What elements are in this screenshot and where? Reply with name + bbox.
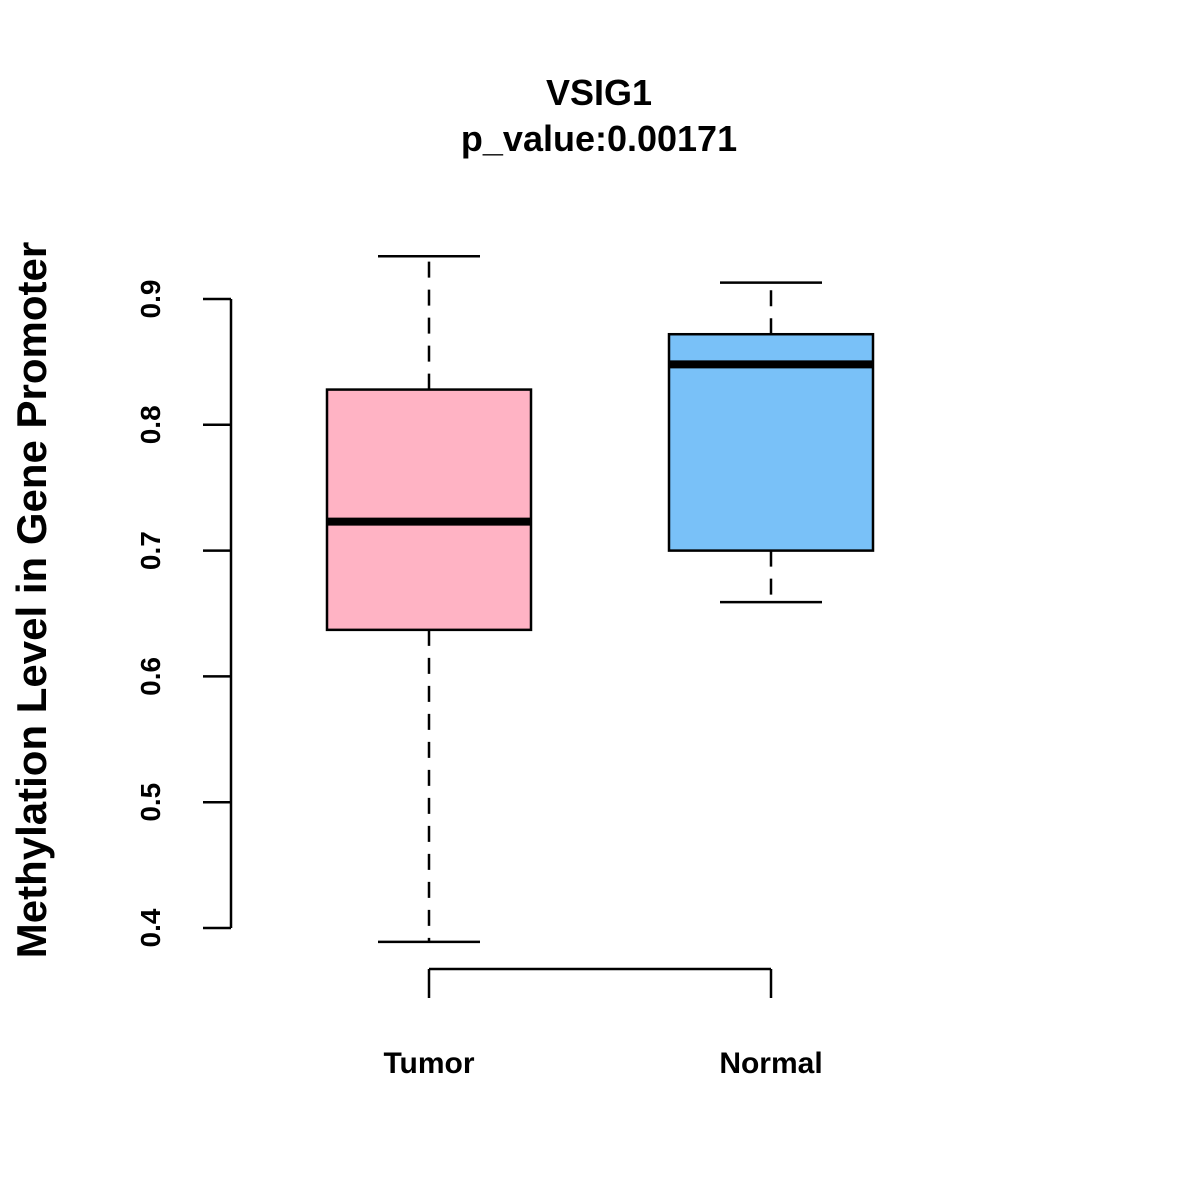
x-tick-label: Normal (719, 1047, 822, 1080)
y-axis-label: Methylation Level in Gene Promoter (8, 242, 55, 958)
boxes (325, 254, 875, 944)
x-tick-label: Tumor (383, 1047, 474, 1080)
chart-subtitle: p_value:0.00171 (461, 118, 737, 159)
y-tick-label: 0.4 (135, 908, 166, 947)
y-tick-label: 0.5 (135, 783, 166, 822)
y-tick-label: 0.9 (135, 280, 166, 319)
x-axis: Tumor Normal (383, 967, 823, 1080)
y-tick-label: 0.8 (135, 405, 166, 444)
y-tick-label: 0.6 (135, 657, 166, 696)
y-axis: 0.4 0.5 0.6 0.7 0.8 0.9 (135, 280, 233, 947)
box-normal (667, 281, 875, 604)
box-body (667, 332, 875, 552)
y-tick-label: 0.7 (135, 531, 166, 570)
box-body (325, 388, 533, 632)
chart-title: VSIG1 (546, 72, 652, 113)
box-tumor (325, 254, 533, 944)
